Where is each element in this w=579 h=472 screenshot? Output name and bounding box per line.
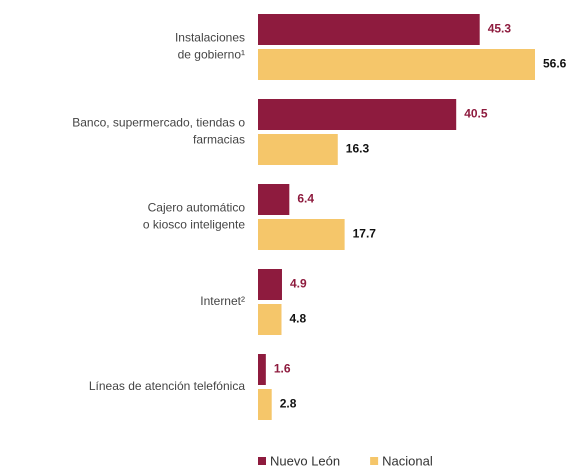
- value-label: 4.8: [289, 312, 306, 326]
- value-label: 40.5: [464, 107, 488, 121]
- bar: [258, 14, 480, 45]
- value-label: 56.6: [543, 57, 567, 71]
- legend-swatch: [370, 457, 379, 465]
- legend-swatch: [258, 457, 266, 465]
- category-label: Cajero automático: [148, 201, 246, 215]
- value-label: 16.3: [346, 142, 370, 156]
- bar: [258, 49, 535, 80]
- category-label: farmacias: [193, 133, 245, 147]
- category-label: de gobierno¹: [178, 48, 245, 62]
- bar: [258, 99, 457, 130]
- bar: [258, 304, 282, 335]
- value-label: 2.8: [280, 397, 297, 411]
- bar: [258, 219, 345, 250]
- bar: [258, 269, 282, 300]
- bar: [258, 389, 272, 420]
- value-label: 45.3: [488, 22, 512, 36]
- legend-label: Nacional: [382, 453, 433, 468]
- value-label: 1.6: [274, 362, 291, 376]
- category-label: Internet²: [200, 294, 245, 308]
- bar: [258, 134, 338, 165]
- bar: [258, 354, 266, 385]
- category-label: Banco, supermercado, tiendas o: [72, 116, 245, 130]
- category-label: o kiosco inteligente: [143, 218, 245, 232]
- value-label: 4.9: [290, 277, 307, 291]
- legend-label: Nuevo León: [270, 453, 340, 468]
- category-label: Instalaciones: [175, 31, 245, 45]
- value-label: 6.4: [297, 192, 314, 206]
- bar: [258, 184, 290, 215]
- value-label: 17.7: [353, 227, 377, 241]
- category-label: Líneas de atención telefónica: [89, 379, 245, 393]
